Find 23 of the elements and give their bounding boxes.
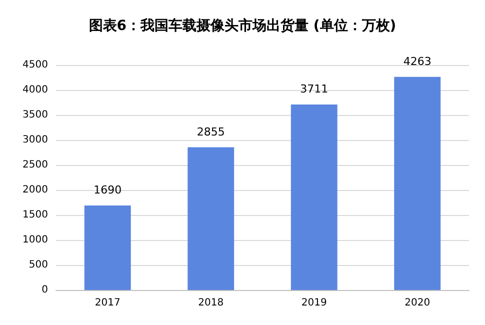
- data-label: 2855: [196, 125, 225, 138]
- bar: [394, 76, 441, 290]
- data-label: 3711: [300, 82, 328, 96]
- x-tick-label: 2019: [301, 298, 327, 308]
- y-tick-label: 3500: [22, 110, 48, 120]
- y-tick-label: 4000: [22, 84, 48, 96]
- bar: [188, 147, 234, 290]
- chart-title: 图表6：我国车载摄像头市场出货量 (单位：万枚): [88, 17, 396, 34]
- y-tick-label: 2500: [22, 160, 48, 170]
- y-tick-label: 0: [42, 284, 48, 296]
- x-tick-label: 2017: [94, 298, 120, 308]
- y-tick-label: 1500: [22, 210, 48, 220]
- y-tick-label: 500: [28, 260, 48, 270]
- data-label: 4263: [403, 54, 432, 68]
- y-tick-label: 2000: [22, 184, 48, 196]
- bar: [84, 206, 131, 290]
- y-tick-label: 4500: [22, 60, 48, 70]
- y-tick-label: 1000: [22, 234, 48, 246]
- x-tick-label: 2020: [404, 298, 430, 308]
- y-tick-label: 3000: [22, 134, 48, 146]
- bar: [290, 104, 338, 290]
- data-label: 1690: [94, 184, 122, 196]
- x-tick-label: 2018: [198, 298, 224, 308]
